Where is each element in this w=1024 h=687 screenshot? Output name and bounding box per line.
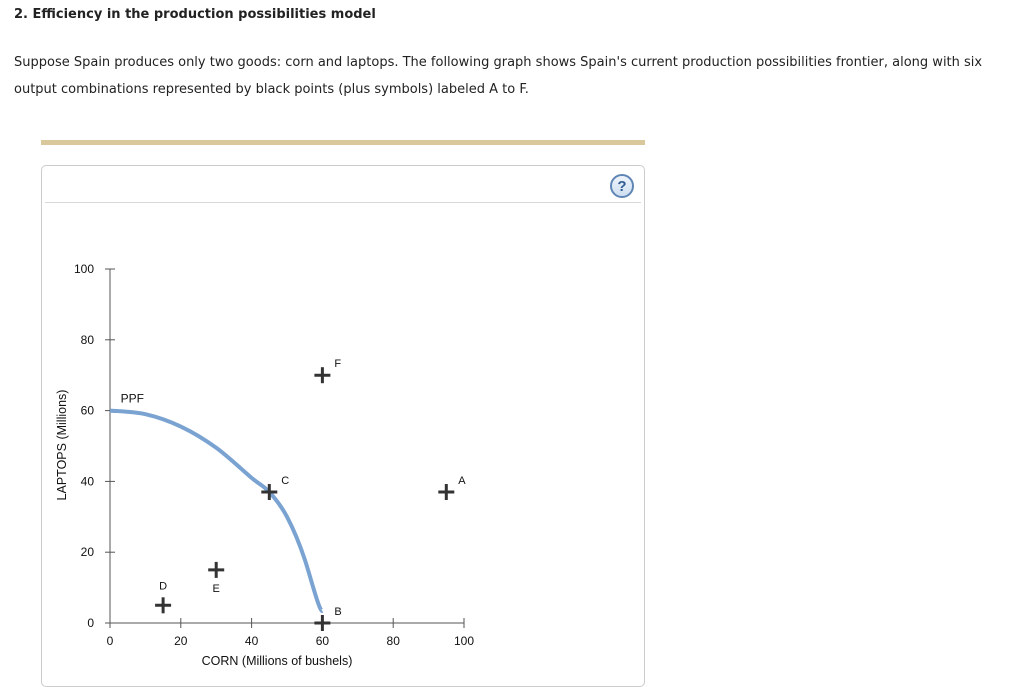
x-tick-label: 80 <box>387 634 401 648</box>
output-points: A B C D E F <box>155 358 466 631</box>
point-a[interactable]: A <box>438 475 466 501</box>
ppf-label: PPF <box>121 392 144 406</box>
intro-line-1: Suppose Spain produces only two goods: c… <box>14 55 983 70</box>
point-label: A <box>458 475 466 487</box>
x-tick-label: 0 <box>107 634 114 648</box>
intro-line-2: output combinations represented by black… <box>14 82 529 97</box>
y-axis-label: LAPTOPS (Millions) <box>55 390 69 501</box>
point-c[interactable]: C <box>261 475 289 501</box>
chart-axes: 0 20 40 60 80 100 0 20 40 60 80 100 <box>74 262 474 648</box>
help-button[interactable]: ? <box>610 174 634 198</box>
question-intro: Suppose Spain produces only two goods: c… <box>14 49 1019 103</box>
question-mark-icon: ? <box>617 177 627 195</box>
graph-panel: ? <box>41 165 645 687</box>
point-f[interactable]: F <box>314 358 341 384</box>
point-label: D <box>159 580 167 592</box>
y-tick-label: 40 <box>81 474 95 488</box>
y-tick-label: 0 <box>87 616 94 630</box>
x-tick-label: 40 <box>245 634 259 648</box>
point-label: C <box>281 475 289 487</box>
point-label: E <box>213 583 220 595</box>
ppf-curve[interactable] <box>109 408 325 614</box>
x-tick-label: 20 <box>174 634 188 648</box>
panel-header-divider <box>45 202 641 203</box>
ppf-chart: 0 20 40 60 80 100 0 20 40 60 80 100 PPF A B C D E F CORN… <box>55 262 474 668</box>
y-tick-label: 20 <box>81 545 95 559</box>
y-tick-label: 80 <box>81 333 95 347</box>
x-axis-label: CORN (Millions of bushels) <box>202 654 353 668</box>
x-tick-label: 100 <box>454 634 474 648</box>
point-b[interactable]: B <box>314 606 342 631</box>
point-d[interactable]: D <box>155 580 172 614</box>
point-e[interactable]: E <box>208 561 225 595</box>
section-divider-bar <box>41 140 645 145</box>
x-tick-label: 60 <box>316 634 330 648</box>
point-label: B <box>334 606 341 618</box>
y-tick-label: 60 <box>81 404 95 418</box>
y-tick-label: 100 <box>74 262 94 276</box>
question-title: 2. Efficiency in the production possibil… <box>14 7 376 22</box>
point-label: F <box>334 358 341 370</box>
